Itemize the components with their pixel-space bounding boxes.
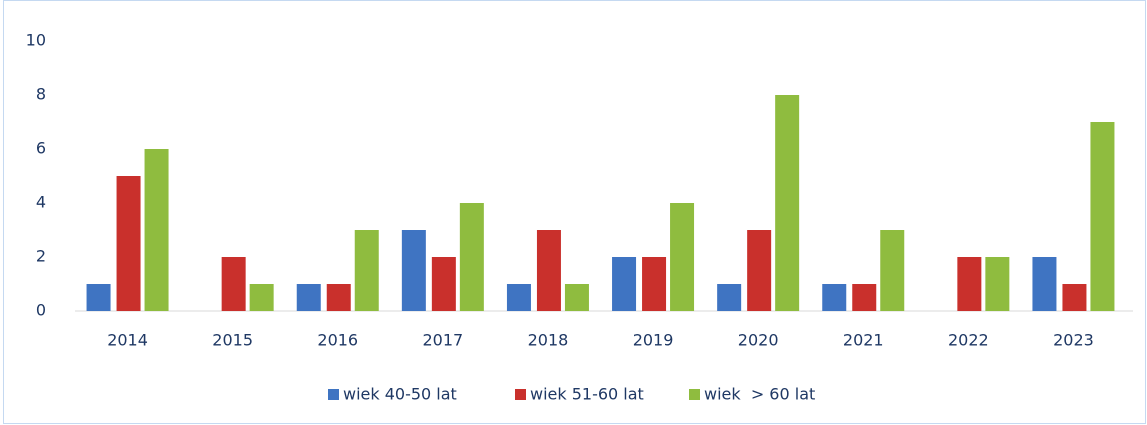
bar xyxy=(775,95,800,311)
x-tick-label: 2021 xyxy=(843,331,884,350)
bar xyxy=(564,284,589,311)
bar xyxy=(1062,284,1087,311)
legend-swatch xyxy=(689,389,700,400)
x-tick-label: 2022 xyxy=(948,331,989,350)
bar xyxy=(296,284,321,311)
x-tick-label: 2018 xyxy=(528,331,569,350)
bar xyxy=(144,149,169,311)
bar xyxy=(221,257,246,311)
legend-swatch xyxy=(515,389,526,400)
bar xyxy=(431,257,456,311)
bar xyxy=(536,230,561,311)
bar xyxy=(880,230,905,311)
x-tick-label: 2020 xyxy=(738,331,779,350)
bar xyxy=(985,257,1010,311)
x-tick-label: 2014 xyxy=(107,331,148,350)
legend-label: wiek 51-60 lat xyxy=(530,385,644,404)
y-tick-label: 2 xyxy=(36,247,46,266)
bar xyxy=(249,284,274,311)
y-tick-label: 8 xyxy=(36,85,46,104)
x-tick-label: 2023 xyxy=(1053,331,1094,350)
bar xyxy=(1032,257,1057,311)
bar xyxy=(747,230,772,311)
bar xyxy=(459,203,484,311)
bar xyxy=(1090,122,1115,311)
chart-frame xyxy=(3,0,1146,424)
x-tick-label: 2019 xyxy=(633,331,674,350)
x-tick-label: 2016 xyxy=(317,331,358,350)
legend-swatch xyxy=(328,389,339,400)
bar xyxy=(717,284,742,311)
bar xyxy=(354,230,379,311)
bar xyxy=(401,230,426,311)
bar xyxy=(326,284,351,311)
bar xyxy=(506,284,531,311)
bar xyxy=(822,284,847,311)
bar xyxy=(852,284,877,311)
bar xyxy=(957,257,982,311)
y-tick-label: 10 xyxy=(26,31,46,50)
y-tick-label: 0 xyxy=(36,301,46,320)
legend-label: wiek > 60 lat xyxy=(704,385,815,404)
x-tick-label: 2017 xyxy=(422,331,463,350)
bar xyxy=(612,257,637,311)
y-tick-label: 4 xyxy=(36,193,46,212)
bar xyxy=(116,176,141,311)
bar xyxy=(86,284,111,311)
x-tick-label: 2015 xyxy=(212,331,253,350)
legend-label: wiek 40-50 lat xyxy=(343,385,457,404)
bar xyxy=(670,203,695,311)
y-tick-label: 6 xyxy=(36,139,46,158)
bar xyxy=(642,257,667,311)
